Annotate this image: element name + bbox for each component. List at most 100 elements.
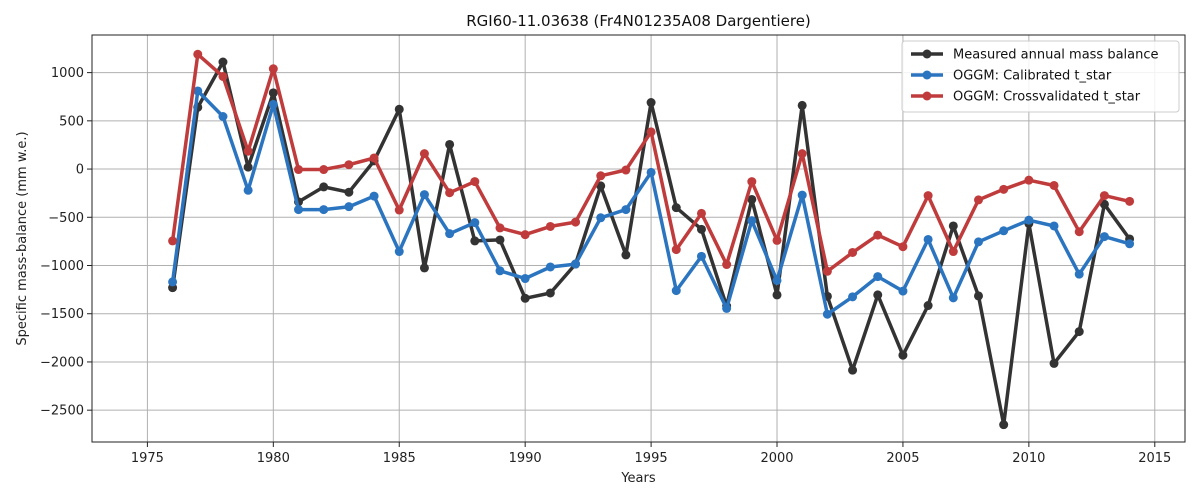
data-point xyxy=(797,149,807,159)
data-point xyxy=(898,242,908,252)
y-tick-label: 500 xyxy=(59,114,84,129)
y-tick-label: −2000 xyxy=(40,355,84,370)
data-point xyxy=(948,293,958,303)
data-point xyxy=(747,194,757,204)
data-point xyxy=(822,309,832,319)
data-point xyxy=(243,146,253,156)
data-point xyxy=(621,250,631,260)
data-point xyxy=(696,251,706,261)
data-point xyxy=(369,153,379,163)
data-point xyxy=(1049,221,1059,231)
data-point xyxy=(495,235,505,245)
data-point xyxy=(722,303,732,313)
legend-label: Measured annual mass balance xyxy=(953,48,1159,63)
data-point xyxy=(1099,191,1109,201)
data-point xyxy=(369,191,379,201)
data-point xyxy=(873,230,883,240)
x-tick-label: 1995 xyxy=(635,451,668,466)
data-point xyxy=(898,286,908,296)
legend-box xyxy=(901,40,1180,113)
x-tick-label: 2000 xyxy=(760,451,793,466)
series-3 xyxy=(168,49,1135,276)
data-point xyxy=(344,160,354,170)
data-point xyxy=(948,221,958,231)
data-point xyxy=(797,100,807,110)
data-point xyxy=(193,49,203,59)
data-point xyxy=(646,98,656,108)
data-point xyxy=(747,177,757,187)
data-point xyxy=(1049,180,1059,190)
data-point xyxy=(1024,175,1034,185)
data-point xyxy=(973,195,983,205)
y-tick-label: −1500 xyxy=(40,307,84,322)
legend: Measured annual mass balance OGGM: Calibr… xyxy=(901,40,1180,113)
legend-label: OGGM: Calibrated t_star xyxy=(953,69,1112,84)
series-layer xyxy=(168,49,1135,430)
data-point xyxy=(671,245,681,255)
data-point xyxy=(268,99,278,109)
data-point xyxy=(596,171,606,181)
data-point xyxy=(973,291,983,301)
y-tick-label: −1000 xyxy=(40,259,84,274)
data-point xyxy=(1074,327,1084,337)
data-point xyxy=(319,182,329,192)
data-point xyxy=(545,262,555,272)
data-point xyxy=(520,293,530,303)
data-point xyxy=(319,165,329,175)
data-point xyxy=(445,188,455,198)
series-1 xyxy=(168,57,1135,430)
x-tick-label: 1990 xyxy=(509,451,542,466)
data-point xyxy=(1125,239,1135,249)
data-point xyxy=(394,205,404,215)
x-tick-label: 2010 xyxy=(1012,451,1045,466)
data-point xyxy=(545,288,555,298)
data-point xyxy=(218,57,228,67)
data-point xyxy=(898,350,908,360)
data-point xyxy=(848,247,858,257)
series-2 xyxy=(168,86,1135,319)
data-point xyxy=(394,104,404,114)
y-tick-label: −500 xyxy=(48,211,84,226)
data-point xyxy=(1049,358,1059,368)
data-point xyxy=(394,247,404,257)
data-point xyxy=(445,139,455,149)
data-point xyxy=(696,208,706,218)
data-point xyxy=(218,111,228,121)
x-tick-label: 2015 xyxy=(1138,451,1171,466)
x-tick-label: 1985 xyxy=(383,451,416,466)
data-point xyxy=(596,181,606,191)
data-point xyxy=(243,162,253,172)
data-point xyxy=(445,229,455,239)
data-point xyxy=(319,205,329,215)
data-point xyxy=(344,202,354,212)
x-axis-label: Years xyxy=(620,471,656,486)
data-point xyxy=(671,286,681,296)
data-point xyxy=(294,205,304,215)
data-point xyxy=(621,165,631,175)
data-point xyxy=(999,184,1009,194)
data-point xyxy=(948,247,958,257)
data-point xyxy=(621,205,631,215)
data-point xyxy=(923,191,933,201)
data-point xyxy=(848,292,858,302)
data-point xyxy=(1099,232,1109,242)
data-point xyxy=(419,149,429,159)
data-point xyxy=(495,223,505,233)
data-point xyxy=(243,185,253,195)
data-point xyxy=(168,277,178,287)
data-point xyxy=(747,216,757,226)
data-point xyxy=(419,190,429,200)
data-point xyxy=(193,86,203,96)
data-point xyxy=(999,226,1009,236)
data-point xyxy=(596,213,606,223)
data-point xyxy=(1125,196,1135,206)
data-point xyxy=(873,272,883,282)
data-point xyxy=(646,167,656,177)
data-point xyxy=(923,234,933,244)
chart-title: RGI60-11.03638 (Fr4N01235A08 Dargentiere… xyxy=(466,12,811,30)
data-point xyxy=(571,259,581,269)
data-point xyxy=(1024,215,1034,225)
data-point xyxy=(470,236,480,246)
legend-marker xyxy=(922,49,932,59)
